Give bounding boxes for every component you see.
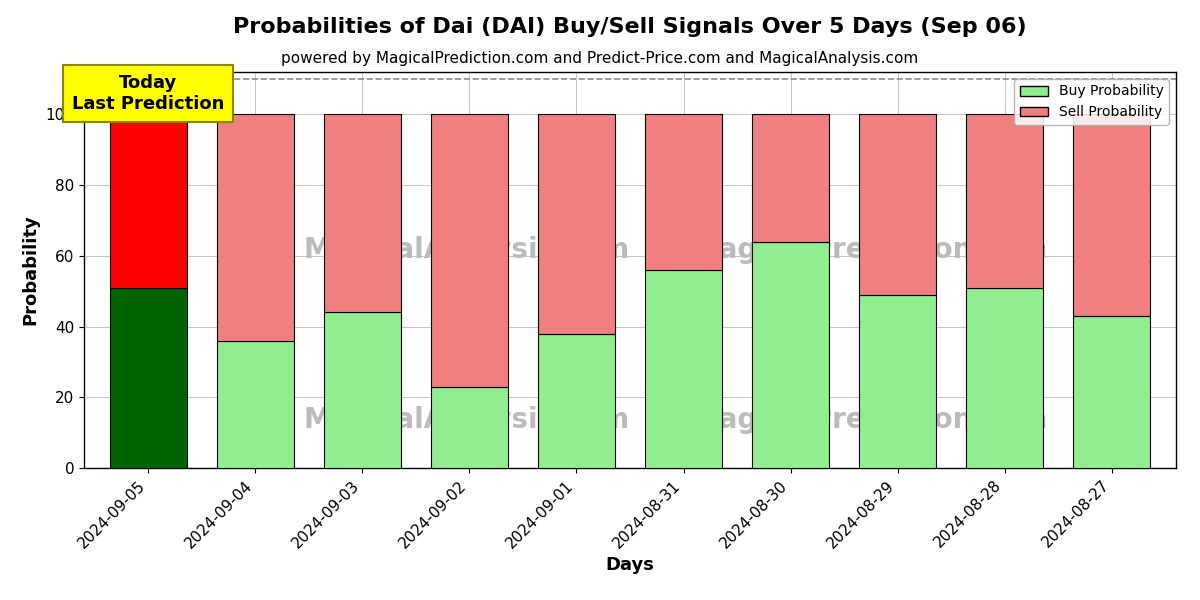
Text: MagicalAnalysis.com: MagicalAnalysis.com bbox=[304, 236, 629, 264]
Bar bbox=[431, 386, 508, 468]
Legend: Buy Probability, Sell Probability: Buy Probability, Sell Probability bbox=[1014, 79, 1169, 125]
Text: MagicalPrediction.com: MagicalPrediction.com bbox=[692, 236, 1049, 264]
Bar bbox=[1073, 115, 1151, 316]
Bar bbox=[538, 115, 616, 334]
Bar bbox=[538, 334, 616, 468]
Y-axis label: Probability: Probability bbox=[22, 215, 40, 325]
Bar bbox=[217, 115, 294, 341]
Bar bbox=[752, 242, 829, 468]
Bar bbox=[644, 115, 722, 270]
Bar bbox=[217, 341, 294, 468]
Text: Today
Last Prediction: Today Last Prediction bbox=[72, 74, 224, 113]
Bar bbox=[109, 115, 187, 287]
Bar bbox=[431, 115, 508, 386]
Bar bbox=[324, 115, 401, 313]
Bar bbox=[966, 287, 1043, 468]
Bar bbox=[1073, 316, 1151, 468]
Bar bbox=[109, 287, 187, 468]
Bar bbox=[966, 115, 1043, 287]
Title: Probabilities of Dai (DAI) Buy/Sell Signals Over 5 Days (Sep 06): Probabilities of Dai (DAI) Buy/Sell Sign… bbox=[233, 17, 1027, 37]
Bar bbox=[859, 295, 936, 468]
Bar bbox=[644, 270, 722, 468]
Text: MagicalPrediction.com: MagicalPrediction.com bbox=[692, 406, 1049, 434]
Text: MagicalAnalysis.com: MagicalAnalysis.com bbox=[304, 406, 629, 434]
Bar bbox=[859, 115, 936, 295]
Text: powered by MagicalPrediction.com and Predict-Price.com and MagicalAnalysis.com: powered by MagicalPrediction.com and Pre… bbox=[281, 51, 919, 66]
X-axis label: Days: Days bbox=[606, 556, 654, 574]
Bar bbox=[324, 313, 401, 468]
Bar bbox=[752, 115, 829, 242]
